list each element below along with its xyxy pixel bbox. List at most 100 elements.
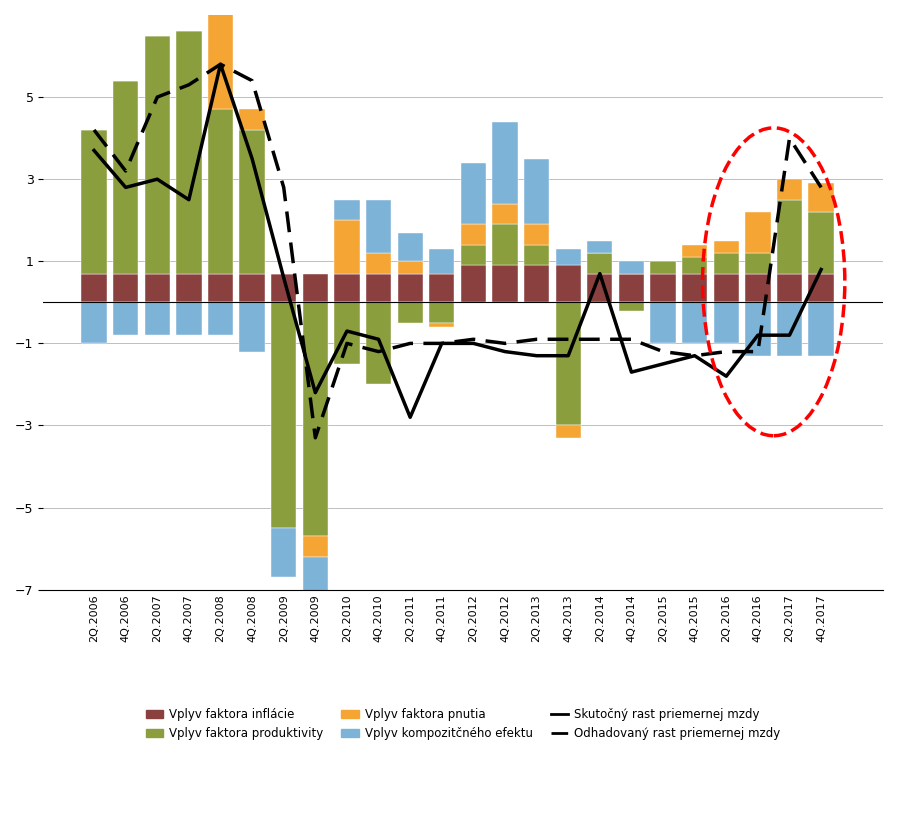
Bar (492, 265, 517, 302)
Bar (556, 302, 581, 426)
Bar (429, 323, 454, 327)
Bar (682, 302, 708, 343)
Bar (556, 265, 581, 302)
Skutočný rast priemernej mzdy (532, 351, 542, 360)
Skutočný rast priemernej mzdy (278, 273, 289, 283)
Bar (619, 261, 644, 274)
Skutočný rast priemernej mzdy (89, 146, 100, 156)
Odhadovaný rast priemernej mzdy (468, 334, 479, 344)
Bar (745, 302, 770, 355)
Skutočný rast priemernej mzdy (183, 195, 194, 205)
Skutočný rast priemernej mzdy (721, 371, 732, 381)
Bar (619, 274, 644, 302)
Odhadovaný rast priemernej mzdy (405, 338, 416, 348)
Bar (82, 302, 107, 343)
Bar (745, 253, 770, 274)
Bar (429, 249, 454, 274)
Legend: Vplyv faktora inflácie, Vplyv faktora produktivity, Vplyv faktora pnutia, Vplyv : Vplyv faktora inflácie, Vplyv faktora pr… (141, 704, 785, 744)
Bar (461, 163, 486, 224)
Skutočný rast priemernej mzdy (152, 174, 163, 184)
Bar (398, 233, 423, 261)
Odhadovaný rast priemernej mzdy (721, 346, 732, 356)
Bar (682, 245, 708, 257)
Bar (240, 110, 265, 130)
Skutočný rast priemernej mzdy (690, 351, 700, 360)
Bar (207, 0, 233, 110)
Bar (145, 274, 170, 302)
Bar (82, 130, 107, 274)
Odhadovaný rast priemernej mzdy (690, 351, 700, 360)
Odhadovaný rast priemernej mzdy (374, 346, 384, 356)
Bar (271, 302, 296, 528)
Bar (556, 426, 581, 438)
Skutočný rast priemernej mzdy (120, 183, 131, 192)
Odhadovaný rast priemernej mzdy (753, 346, 763, 356)
Bar (808, 302, 833, 355)
Bar (429, 302, 454, 323)
Skutočný rast priemernej mzdy (657, 359, 668, 369)
Odhadovaný rast priemernej mzdy (310, 433, 321, 443)
Odhadovaný rast priemernej mzdy (784, 133, 795, 143)
Bar (714, 274, 739, 302)
Bar (650, 261, 675, 274)
Odhadovaný rast priemernej mzdy (563, 334, 574, 344)
Bar (398, 261, 423, 274)
Odhadovaný rast priemernej mzdy (120, 166, 131, 176)
Skutočný rast priemernej mzdy (563, 351, 574, 360)
Bar (334, 274, 359, 302)
Bar (587, 241, 612, 253)
Bar (461, 224, 486, 245)
Skutočný rast priemernej mzdy (626, 367, 637, 377)
Skutočný rast priemernej mzdy (247, 154, 258, 164)
Bar (303, 557, 328, 606)
Bar (745, 274, 770, 302)
Bar (808, 183, 833, 212)
Line: Skutočný rast priemernej mzdy: Skutočný rast priemernej mzdy (94, 64, 821, 417)
Skutočný rast priemernej mzdy (499, 346, 510, 356)
Bar (113, 302, 138, 335)
Bar (365, 200, 392, 253)
Bar (365, 253, 392, 274)
Line: Odhadovaný rast priemernej mzdy: Odhadovaný rast priemernej mzdy (94, 64, 821, 438)
Skutočný rast priemernej mzdy (594, 269, 605, 278)
Odhadovaný rast priemernej mzdy (594, 334, 605, 344)
Odhadovaný rast priemernej mzdy (152, 93, 163, 102)
Bar (650, 274, 675, 302)
Skutočný rast priemernej mzdy (784, 330, 795, 340)
Bar (492, 224, 517, 265)
Skutočný rast priemernej mzdy (341, 326, 352, 336)
Bar (524, 224, 550, 245)
Bar (365, 302, 392, 384)
Odhadovaný rast priemernej mzdy (216, 59, 226, 69)
Bar (714, 302, 739, 343)
Bar (492, 204, 517, 224)
Bar (207, 302, 233, 335)
Odhadovaný rast priemernej mzdy (436, 338, 447, 348)
Bar (303, 302, 328, 536)
Bar (524, 265, 550, 302)
Bar (650, 302, 675, 343)
Bar (334, 220, 359, 274)
Bar (207, 274, 233, 302)
Bar (587, 253, 612, 274)
Bar (398, 302, 423, 323)
Skutočný rast priemernej mzdy (436, 338, 447, 348)
Bar (524, 159, 550, 224)
Bar (556, 249, 581, 265)
Odhadovaný rast priemernej mzdy (247, 76, 258, 86)
Skutočný rast priemernej mzdy (405, 412, 416, 422)
Bar (334, 302, 359, 364)
Skutočný rast priemernej mzdy (753, 330, 763, 340)
Bar (682, 274, 708, 302)
Bar (303, 274, 328, 302)
Bar (176, 31, 201, 274)
Odhadovaný rast priemernej mzdy (499, 338, 510, 348)
Bar (682, 257, 708, 274)
Bar (113, 274, 138, 302)
Bar (714, 253, 739, 274)
Bar (145, 302, 170, 335)
Odhadovaný rast priemernej mzdy (815, 183, 826, 192)
Bar (714, 241, 739, 253)
Bar (461, 245, 486, 265)
Bar (492, 122, 517, 204)
